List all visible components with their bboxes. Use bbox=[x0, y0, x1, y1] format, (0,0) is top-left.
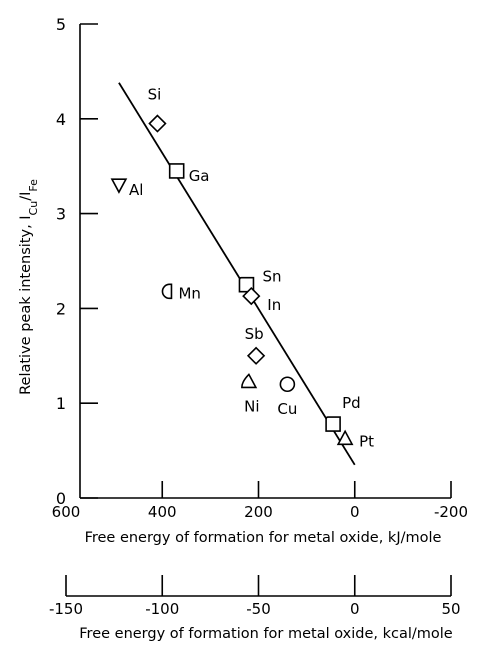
axis-labels: Free energy of formation for metal oxide… bbox=[18, 179, 453, 642]
marker-diamond bbox=[246, 346, 266, 365]
x2-axis-title: Free energy of formation for metal oxide… bbox=[79, 626, 453, 642]
data-point-al: Al bbox=[110, 178, 143, 199]
point-label: Mn bbox=[178, 284, 200, 302]
data-point-in: In bbox=[242, 286, 281, 314]
marker-square bbox=[168, 163, 185, 179]
data-point-cu: Cu bbox=[277, 376, 297, 418]
x-axis-title: Free energy of formation for metal oxide… bbox=[85, 530, 442, 546]
y-tick-label: 2 bbox=[56, 299, 66, 318]
ticks: 0 1 2 3 4 5 600 400 200 0 -200 -150 -100 -50 0 50 bbox=[49, 15, 468, 618]
y-tick-label: 5 bbox=[56, 15, 66, 34]
x2-tick-label: 0 bbox=[350, 600, 360, 618]
marker-half-square bbox=[238, 276, 255, 293]
marker-circle bbox=[279, 376, 296, 393]
marker-diamond bbox=[242, 286, 261, 306]
x2-tick-label: -100 bbox=[145, 600, 179, 618]
y-tick-label: 1 bbox=[56, 394, 66, 413]
y-tick-label: 3 bbox=[56, 205, 66, 224]
marker-half-square bbox=[325, 416, 341, 432]
x2-tick-label: -150 bbox=[49, 600, 83, 618]
data-point-mn: Mn bbox=[161, 283, 201, 302]
data-point-sn: Sn bbox=[238, 268, 282, 293]
data-point-pd: Pd bbox=[325, 394, 361, 432]
fit-line bbox=[118, 82, 356, 466]
x-tick-label: 400 bbox=[148, 503, 177, 521]
data-point-sb: Sb bbox=[245, 325, 266, 365]
x-tick-label: 200 bbox=[244, 503, 273, 521]
marker-diamond bbox=[148, 114, 167, 133]
x-tick-label: 0 bbox=[350, 503, 360, 521]
point-label: Ga bbox=[189, 167, 210, 185]
point-label: Sn bbox=[262, 268, 281, 286]
data-point-si: Si bbox=[148, 86, 167, 133]
x2-tick-label: -50 bbox=[246, 600, 271, 618]
data-point-pt: Pt bbox=[336, 429, 374, 450]
data-point-ni: Ni bbox=[241, 373, 260, 415]
marker-half-circle bbox=[161, 283, 173, 300]
point-label: Pd bbox=[342, 394, 361, 412]
fit-line-group bbox=[118, 82, 356, 466]
point-label: In bbox=[267, 296, 281, 314]
x2-tick-label: 50 bbox=[441, 600, 460, 618]
point-label: Sb bbox=[245, 325, 264, 343]
marker-triangle-down bbox=[110, 178, 128, 194]
y-tick-label: 4 bbox=[56, 110, 66, 129]
point-label: Si bbox=[148, 86, 162, 104]
x-tick-label: -200 bbox=[434, 503, 468, 521]
marker-triangle-up bbox=[336, 429, 354, 446]
data-point-ga: Ga bbox=[168, 163, 210, 185]
marker-half-triangle bbox=[241, 373, 258, 389]
y-tick-label: 0 bbox=[56, 489, 66, 508]
point-label: Ni bbox=[244, 397, 259, 415]
point-label: Cu bbox=[277, 400, 297, 418]
point-label: Pt bbox=[359, 432, 374, 450]
y-axis-title: Relative peak intensity, ICu/IFe bbox=[18, 179, 40, 395]
point-label: Al bbox=[129, 181, 143, 199]
x-tick-label: 600 bbox=[52, 503, 81, 521]
